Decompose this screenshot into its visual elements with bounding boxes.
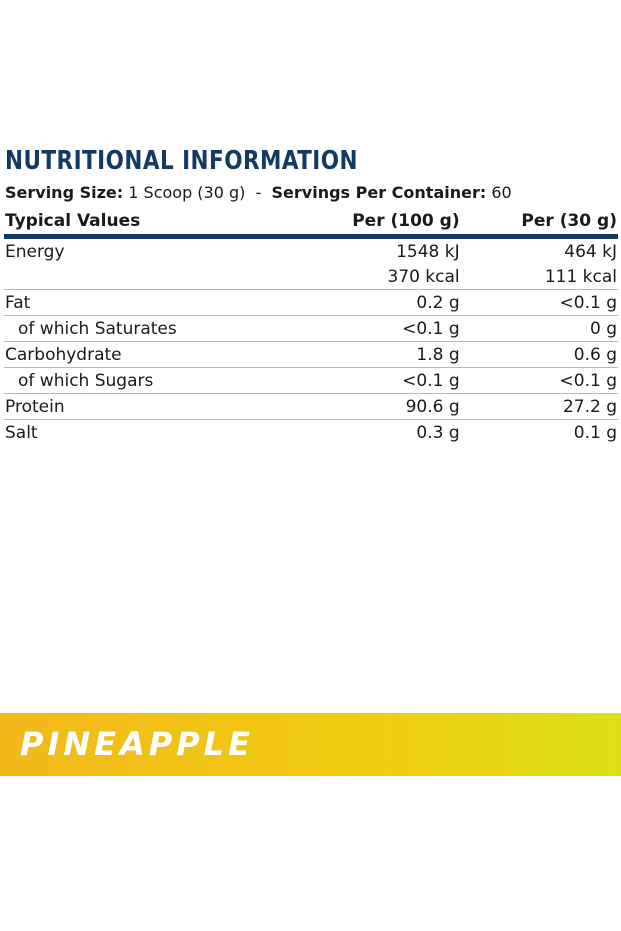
row: Fat 0.2 g <0.1 g [4, 289, 618, 316]
value: 1 Scoop (30 g) [128, 183, 246, 202]
cell: Salt [5, 422, 38, 443]
label: Serving Size: [5, 183, 124, 202]
cell: 0 g [460, 315, 618, 342]
cell: Protein [4, 393, 285, 420]
cell: 90.6 g [284, 393, 461, 420]
cell: 0.6 g [460, 341, 618, 368]
cell: <0.1 g [284, 367, 461, 394]
cell: 370 kcal [284, 264, 461, 290]
cell: 1.8 g [284, 341, 461, 368]
column-header: Per (30 g) [460, 208, 618, 239]
serving-info: Serving Size: 1 Scoop (30 g) - Servings … [5, 183, 512, 202]
row: Energy 1548 kJ 464 kJ [4, 237, 618, 265]
value: 60 [491, 183, 512, 202]
cell: 0.2 g [284, 289, 461, 316]
cell: Energy [5, 241, 65, 262]
cell: 1548 kJ [396, 241, 460, 262]
cell: <0.1 g [460, 289, 618, 316]
cell: 0.3 g [416, 422, 460, 443]
cell: Carbohydrate [4, 341, 285, 368]
cell: 464 kJ [564, 241, 617, 262]
cell: 0.1 g [573, 422, 617, 443]
cell: <0.1 g [460, 367, 618, 394]
cell: Fat [4, 289, 285, 316]
cell: 111 kcal [460, 264, 618, 290]
column-header: Typical Values [4, 208, 285, 239]
flavor-label: PINEAPPLE [20, 725, 254, 763]
row: 370 kcal 111 kcal [4, 264, 618, 290]
label: Servings Per Container: [271, 183, 487, 202]
cell [4, 264, 285, 290]
flavor-banner: PINEAPPLE [0, 713, 621, 776]
row: Carbohydrate 1.8 g 0.6 g [4, 341, 618, 368]
row: of which Sugars <0.1 g <0.1 g [4, 367, 618, 394]
cell: of which Sugars [4, 367, 285, 394]
sep: - [255, 183, 262, 202]
cell: 27.2 g [460, 393, 618, 420]
cell: <0.1 g [284, 315, 461, 342]
title: NUTRITIONAL INFORMATION [5, 146, 358, 176]
column-header: Per (100 g) [284, 208, 461, 239]
cell: of which Saturates [4, 315, 285, 342]
row: Protein 90.6 g 27.2 g [4, 393, 618, 420]
row: Salt 0.3 g 0.1 g [4, 420, 618, 446]
nutrition-table: Typical Values Per (100 g) Per (30 g) Energ… [4, 208, 618, 445]
